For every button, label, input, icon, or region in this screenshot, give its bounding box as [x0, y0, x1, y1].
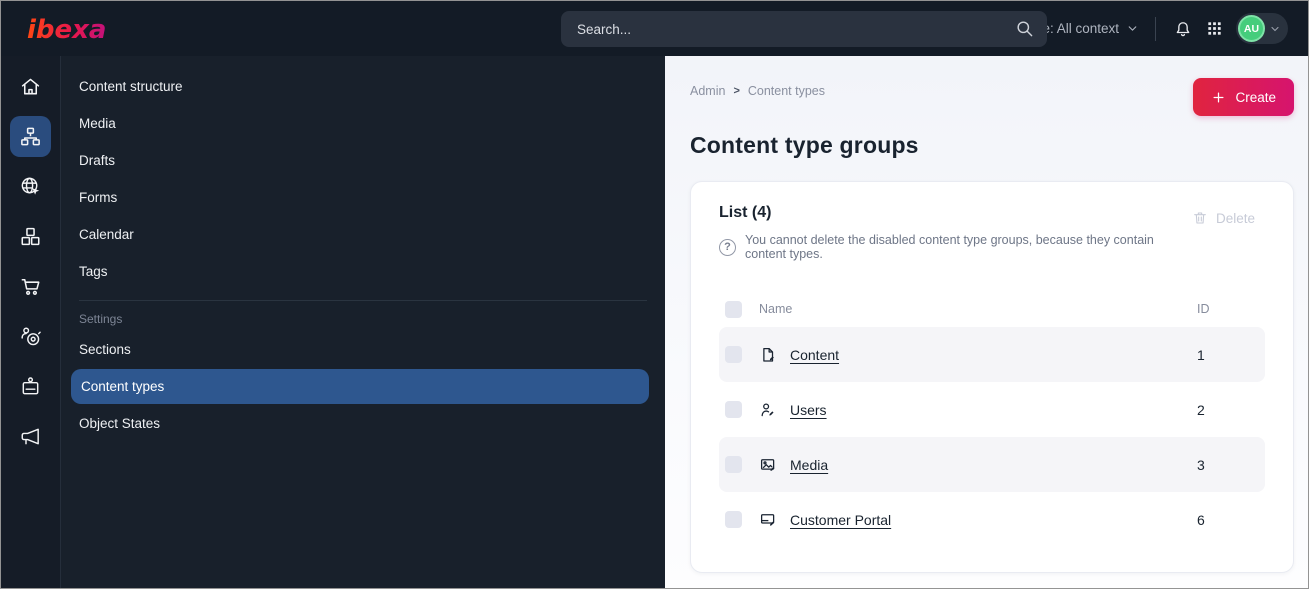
group-link[interactable]: Users [790, 401, 827, 418]
site-globe-icon[interactable] [10, 166, 51, 207]
breadcrumb: Admin > Content types [690, 78, 825, 98]
id-badge-icon[interactable] [10, 366, 51, 407]
notifications-bell-icon[interactable] [1173, 19, 1193, 39]
sidebar-item-content-types[interactable]: Content types [71, 369, 649, 404]
chevron-down-icon [1127, 23, 1138, 34]
group-link[interactable]: Media [790, 456, 829, 473]
menu-divider [79, 300, 647, 301]
site-context-label: Site: All context [1026, 21, 1119, 36]
row-checkbox[interactable] [725, 456, 742, 473]
delete-button[interactable]: Delete [1192, 210, 1255, 226]
file-icon [759, 346, 777, 364]
column-header-id: ID [1197, 302, 1210, 316]
sidebar-item-object-states[interactable]: Object States [79, 416, 161, 431]
group-link[interactable]: Content [790, 346, 840, 363]
content-type-groups-card: List (4) ? You cannot delete the disable… [690, 181, 1294, 573]
settings-section-label: Settings [79, 312, 123, 326]
ibexa-logo[interactable]: ibexa [25, 13, 111, 45]
page-body: Content structure Media Drafts Forms Cal… [1, 56, 1308, 588]
group-id: 3 [1197, 456, 1205, 473]
user-menu[interactable]: AU [1236, 13, 1288, 44]
row-checkbox[interactable] [725, 401, 742, 418]
table-row: Customer Portal 6 2 [719, 492, 1265, 547]
image-icon [759, 456, 777, 474]
sidebar-item-calendar[interactable]: Calendar [79, 227, 134, 242]
app-grid-icon[interactable] [1206, 20, 1223, 37]
question-icon: ? [719, 238, 736, 256]
user-icon [759, 401, 777, 419]
list-title: List (4) [719, 204, 772, 221]
cart-icon[interactable] [10, 266, 51, 307]
avatar: AU [1238, 15, 1265, 42]
content-type-groups-table: Name ID Number of content types [719, 281, 1265, 547]
breadcrumb-separator: > [733, 85, 740, 97]
monitor-icon [759, 511, 777, 529]
topbar-right-cluster: Site: All context AU [1001, 13, 1288, 44]
row-checkbox[interactable] [725, 511, 742, 528]
search-input[interactable] [561, 11, 1047, 47]
main-content: Admin > Content types Create Content typ… [665, 56, 1308, 588]
table-row: Media 3 2 [719, 437, 1265, 492]
trash-icon [1192, 210, 1208, 226]
global-search [561, 11, 1047, 47]
icon-rail [1, 56, 61, 588]
create-button[interactable]: Create [1193, 78, 1294, 116]
breadcrumb-current: Content types [747, 84, 826, 98]
sidebar-item-drafts[interactable]: Drafts [79, 153, 116, 168]
select-all-checkbox[interactable] [725, 300, 742, 318]
chevron-down-icon [1270, 24, 1280, 34]
home-icon[interactable] [10, 66, 51, 107]
sidebar-menu: Content structure Media Drafts Forms Cal… [61, 56, 665, 588]
group-id: 6 [1197, 511, 1205, 528]
page-title: Content type groups [690, 132, 919, 158]
row-checkbox[interactable] [725, 346, 742, 363]
group-id: 2 [1197, 401, 1205, 418]
table-row: Content 1 6 [719, 327, 1265, 382]
group-id: 1 [1197, 346, 1205, 363]
content-tree-icon[interactable] [10, 116, 51, 157]
breadcrumb-admin[interactable]: Admin [690, 84, 726, 98]
sidebar-item-forms[interactable]: Forms [79, 190, 118, 205]
plus-icon [1211, 90, 1226, 105]
table-row: Users 2 4 [719, 382, 1265, 437]
sidebar-item-media[interactable]: Media [79, 116, 116, 131]
logo-text: ibexa [27, 15, 106, 45]
sidebar-item-tags[interactable]: Tags [79, 264, 108, 279]
sidebar-item-sections[interactable]: Sections [79, 342, 131, 357]
group-link[interactable]: Customer Portal [790, 511, 892, 528]
info-row: ? You cannot delete the disabled content… [719, 233, 1192, 261]
table-header-row: Name ID Number of content types [719, 281, 1265, 327]
column-header-name: Name [759, 302, 793, 316]
topbar-divider [1155, 16, 1156, 41]
megaphone-icon[interactable] [10, 416, 51, 457]
personalization-target-icon[interactable] [10, 316, 51, 357]
info-text: You cannot delete the disabled content t… [745, 233, 1154, 261]
top-bar: ibexa Site: All context [1, 1, 1308, 56]
sidebar-item-content-structure[interactable]: Content structure [79, 79, 183, 94]
product-boxes-icon[interactable] [10, 216, 51, 257]
